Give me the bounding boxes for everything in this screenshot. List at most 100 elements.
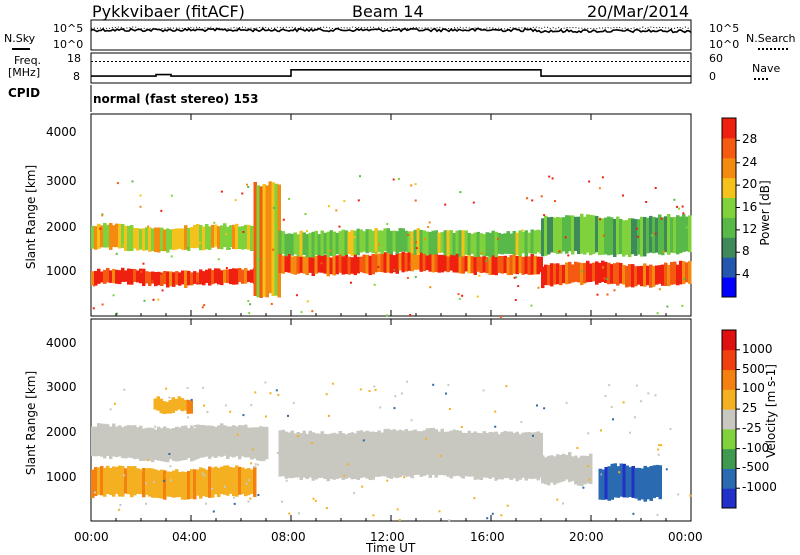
power-panel (90, 113, 692, 318)
power-colorbar-swatch (722, 157, 736, 179)
power-speckle (199, 241, 201, 244)
velocity-colorbar-tick-label: -25 (742, 420, 762, 435)
power-cell (607, 216, 611, 256)
power-speckle (304, 213, 307, 215)
velocity-speckle (445, 392, 447, 395)
velocity-cell (199, 467, 203, 499)
velocity-cell (220, 423, 224, 457)
velocity-cell (97, 423, 101, 456)
velocity-speckle (588, 478, 591, 481)
power-cell (190, 272, 194, 286)
velocity-speckle (325, 393, 328, 396)
power-speckle (112, 294, 115, 297)
power-cell (106, 224, 110, 248)
velocity-cell (326, 434, 330, 482)
velocity-cell (640, 468, 644, 500)
velocity-speckle (521, 438, 524, 441)
x-tick-6: 00:00 (668, 530, 703, 544)
velocity-cell (527, 431, 531, 479)
velocity-cell (512, 432, 516, 479)
power-cell (250, 225, 254, 251)
power-cell (592, 215, 596, 254)
power-cell (169, 271, 173, 287)
velocity-speckle (264, 415, 267, 418)
power-speckle (551, 177, 554, 180)
power-speckle (415, 247, 418, 250)
velocity-cell (115, 466, 119, 494)
power-speckle (397, 177, 400, 180)
power-speckle (414, 275, 417, 278)
velocity-speckle (201, 472, 204, 475)
power-speckle (373, 283, 376, 286)
power-cell (589, 263, 593, 282)
velocity-speckle (448, 519, 451, 522)
velocity-cell (214, 426, 218, 458)
power-cell (676, 264, 680, 286)
velocity-colorbar-swatch (722, 468, 736, 489)
power-speckle (513, 276, 516, 279)
power-cell (241, 269, 245, 284)
velocity-speckle (362, 439, 365, 442)
power-colorbar-swatch (722, 257, 736, 278)
power-cell (616, 262, 620, 286)
power-speckle (225, 233, 228, 236)
power-cell (521, 256, 525, 275)
power-speckle (306, 230, 308, 233)
power-cell (392, 255, 396, 273)
power-speckle (662, 250, 665, 253)
velocity-cell (419, 431, 423, 477)
power-speckle (377, 265, 380, 268)
power-speckle (424, 238, 426, 241)
power-speckle (328, 205, 330, 208)
power-speckle (139, 205, 142, 208)
velocity-cell (145, 468, 149, 495)
velocity-cell (476, 432, 480, 480)
power-cell (142, 268, 146, 286)
velocity-cell (467, 430, 471, 477)
velocity-speckle (629, 431, 631, 434)
power-ytick-4000: 4000 (46, 125, 77, 139)
power-cell (440, 254, 444, 273)
velocity-speckle (632, 512, 635, 515)
velocity-speckle (121, 491, 124, 493)
power-cell (559, 264, 563, 286)
velocity-speckle (677, 493, 680, 496)
velocity-cell (159, 398, 163, 414)
velocity-speckle (565, 401, 568, 404)
velocity-cell (175, 426, 179, 462)
velocity-cell (299, 433, 303, 480)
power-cell (97, 223, 101, 249)
velocity-cell (425, 428, 429, 475)
velocity-speckle (658, 444, 661, 447)
power-speckle (499, 316, 502, 318)
power-speckle (410, 184, 413, 187)
power-cell (530, 253, 534, 275)
velocity-cell (323, 433, 327, 480)
power-cell (232, 268, 236, 285)
power-speckle (248, 312, 251, 315)
power-cell (208, 226, 212, 250)
velocity-speckle (486, 517, 489, 520)
velocity-speckle (448, 408, 451, 410)
power-cell (485, 232, 489, 257)
power-cell (556, 263, 560, 285)
power-speckle (161, 289, 164, 292)
velocity-speckle (425, 437, 428, 440)
velocity-cell (290, 430, 294, 479)
velocity-cell (154, 469, 158, 498)
power-colorbar-tick-label: 16 (742, 199, 758, 214)
velocity-speckle (229, 410, 232, 413)
power-speckle (122, 244, 125, 247)
power-cell (568, 261, 572, 284)
power-cell (652, 216, 656, 254)
x-tick-4: 16:00 (470, 530, 505, 544)
velocity-speckle (622, 401, 625, 404)
power-cell (455, 230, 459, 254)
velocity-cell (136, 427, 140, 459)
power-cell (302, 232, 306, 255)
power-speckle (386, 223, 389, 225)
velocity-cell (235, 426, 239, 457)
power-speckle (139, 194, 142, 197)
power-speckle (521, 229, 524, 232)
power-cell (365, 254, 369, 274)
